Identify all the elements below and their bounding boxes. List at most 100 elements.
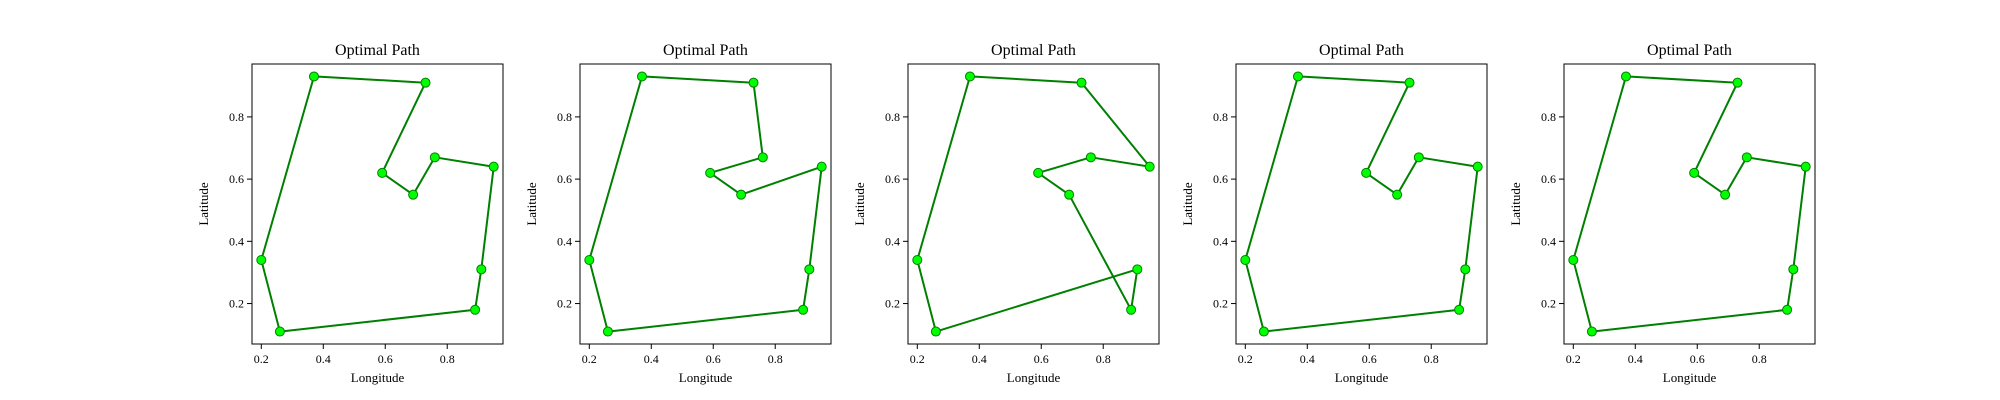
y-tick-label: 0.2: [557, 297, 572, 311]
y-axis-label: Latitude: [852, 182, 867, 226]
x-tick-label: 0.6: [1034, 352, 1049, 366]
data-point: [584, 255, 595, 265]
data-point: [1454, 304, 1465, 315]
y-tick-label: 0.6: [1541, 172, 1556, 186]
y-tick-label: 0.8: [557, 110, 572, 124]
data-point: [408, 189, 419, 200]
data-point: [1460, 264, 1471, 275]
y-tick-label: 0.6: [229, 172, 244, 186]
data-point: [1240, 255, 1251, 265]
x-tick-label: 0.2: [1238, 352, 1253, 366]
data-point: [1126, 304, 1137, 315]
chart-panel-3: Optimal Path 0.2 0.4 0.6 0.8 0.2 0.4 0.6 0.8 Long…: [852, 42, 1160, 385]
plot-frame: [907, 63, 1160, 345]
x-tick-label: 0.8: [768, 352, 783, 366]
path-line: [1572, 75, 1807, 333]
y-axis-label: Latitude: [196, 182, 211, 226]
data-point: [1413, 152, 1424, 163]
data-point: [602, 326, 613, 337]
chart-title: Optimal Path: [335, 42, 420, 59]
x-axis-label: Longitude: [1007, 370, 1061, 385]
x-tick-label: 0.4: [644, 352, 659, 366]
data-point: [1132, 264, 1143, 275]
data-point: [736, 189, 747, 200]
y-tick-label: 0.2: [1541, 297, 1556, 311]
x-tick-label: 0.8: [1752, 352, 1767, 366]
data-point: [798, 304, 809, 315]
data-point: [912, 255, 923, 265]
data-point: [1800, 161, 1811, 172]
data-point: [1586, 326, 1597, 337]
y-tick-label: 0.8: [885, 110, 900, 124]
data-point: [804, 264, 815, 275]
x-tick-label: 0.4: [1300, 352, 1315, 366]
y-axis-label: Latitude: [1508, 182, 1523, 226]
data-point: [1741, 152, 1752, 163]
data-point: [636, 71, 647, 82]
x-axis-label: Longitude: [1663, 370, 1717, 385]
x-tick-label: 0.4: [316, 352, 331, 366]
x-tick-label: 0.2: [254, 352, 269, 366]
data-point: [256, 255, 267, 265]
y-tick-label: 0.2: [229, 297, 244, 311]
path-line: [1244, 75, 1479, 333]
y-axis-label: Latitude: [524, 182, 539, 226]
data-point: [1620, 71, 1631, 82]
chart-panel-2: Optimal Path 0.2 0.4 0.6 0.8 0.2 0.4 0.6 0.8 Long…: [524, 42, 832, 385]
chart-title: Optimal Path: [1319, 42, 1404, 59]
x-axis-label: Longitude: [1335, 370, 1389, 385]
data-point: [930, 326, 941, 337]
y-tick-label: 0.8: [229, 110, 244, 124]
x-tick-label: 0.6: [706, 352, 721, 366]
y-tick-label: 0.4: [557, 234, 572, 248]
y-axis-label: Latitude: [1180, 182, 1195, 226]
plot-frame: [251, 63, 504, 345]
plot-frame: [579, 63, 832, 345]
y-tick-label: 0.4: [229, 234, 244, 248]
data-point: [1085, 152, 1096, 163]
data-point: [1689, 167, 1700, 178]
data-point: [757, 152, 768, 163]
path-line: [588, 75, 823, 333]
y-tick-label: 0.4: [1541, 234, 1556, 248]
data-point: [1782, 304, 1793, 315]
data-point: [1472, 161, 1483, 172]
y-tick-label: 0.6: [557, 172, 572, 186]
y-tick-label: 0.4: [885, 234, 900, 248]
chart-title: Optimal Path: [1647, 42, 1732, 59]
data-point: [1361, 167, 1372, 178]
x-tick-label: 0.4: [972, 352, 987, 366]
path-line: [260, 75, 495, 333]
x-tick-label: 0.8: [1096, 352, 1111, 366]
y-tick-label: 0.6: [1213, 172, 1228, 186]
y-tick-label: 0.2: [885, 297, 900, 311]
x-tick-label: 0.6: [1690, 352, 1705, 366]
y-tick-label: 0.8: [1213, 110, 1228, 124]
data-point: [1033, 167, 1044, 178]
data-point: [1064, 189, 1075, 200]
x-tick-label: 0.6: [1362, 352, 1377, 366]
x-axis-label: Longitude: [679, 370, 733, 385]
chart-title: Optimal Path: [991, 42, 1076, 59]
chart-panel-5: Optimal Path 0.2 0.4 0.6 0.8 0.2 0.4 0.6 0.8 Long…: [1508, 42, 1816, 385]
path-line: [916, 75, 1151, 333]
data-point: [1732, 77, 1743, 88]
data-point: [470, 304, 481, 315]
data-point: [274, 326, 285, 337]
y-tick-label: 0.4: [1213, 234, 1228, 248]
data-point: [1788, 264, 1799, 275]
data-point: [1720, 189, 1731, 200]
data-point: [377, 167, 388, 178]
data-point: [748, 77, 759, 88]
chart-panel-4: Optimal Path 0.2 0.4 0.6 0.8 0.2 0.4 0.6 0.8 Long…: [1180, 42, 1488, 385]
data-point: [308, 71, 319, 82]
data-point: [476, 264, 487, 275]
x-tick-label: 0.2: [582, 352, 597, 366]
plot-frame: [1563, 63, 1816, 345]
x-tick-label: 0.2: [910, 352, 925, 366]
data-point: [429, 152, 440, 163]
data-point: [1144, 161, 1155, 172]
data-point: [1392, 189, 1403, 200]
data-point: [1258, 326, 1269, 337]
